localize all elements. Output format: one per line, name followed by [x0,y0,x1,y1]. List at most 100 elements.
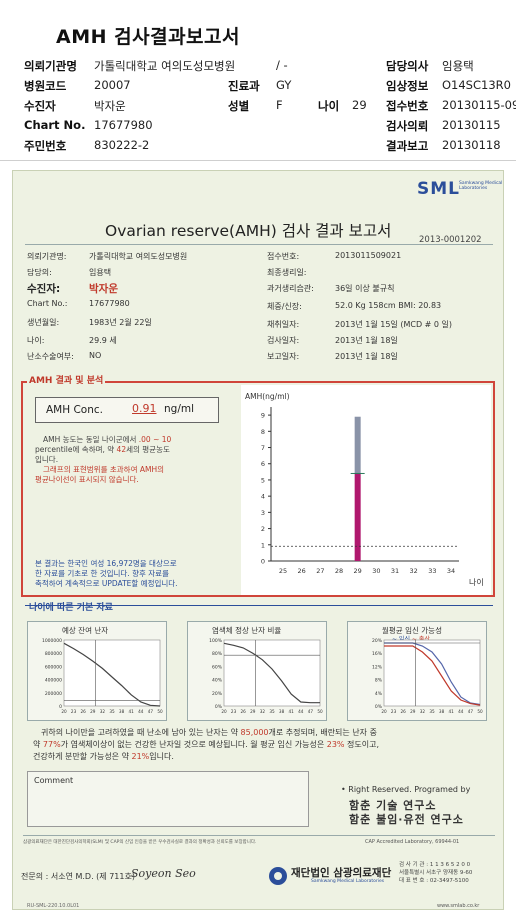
summary-line3: 건강하게 분만할 가능성은 약 21%입니다. [33,751,174,762]
value-department: GY [276,78,292,92]
amh-concentration-box: AMH Conc. 0.91 ng/ml [35,397,219,423]
mini3-legend: ~ 임신 ~ 출산 [392,634,430,643]
rights-text: • Right Reserved. Programed by [341,785,471,794]
amh-note-line1: AMH 농도는 동일 나이군에서 .00 ~ 10 [43,435,171,445]
paper-label-collect: 채취일자: [267,320,300,329]
mini-chart-pregnancy: 월평균 임신 가능성 ~ 임신 ~ 출산 20% 16% 12% 8% 4% 0% 20 23… [347,621,487,721]
lab-name-2: 함춘 불임·유전 연구소 [349,813,464,826]
label-request-date: 검사의뢰 [386,119,429,133]
sum2-b: 77% [42,740,61,749]
scanned-report: SML Samkwang Medical Laboratories Ovaria… [12,170,504,910]
mini1-x-tick-label: 41 [129,709,135,714]
paper-label-birth: 생년월일: [27,318,60,327]
amh-note-line8: 축적하여 계속적으로 UPDATE할 예정입니다. [35,579,178,588]
amh-chart-xlabel: 나이 [469,577,484,587]
note1-a: AMH 농도는 동일 나이군에서 [43,435,139,444]
label-institution: 의뢰기관명 [24,59,77,73]
mini3-y-tick-label: 16% [372,651,383,657]
mini2-plot-area [223,639,321,707]
document-number: 2013-0001202 [419,235,482,245]
contact-line1: 검 사 기 관 : 1 1 3 6 5 2 0 0 [399,862,471,868]
paper-value-birth: 1983년 2월 22일 [89,318,152,327]
paper-title: Ovarian reserve(AMH) 검사 결과 보고서 [105,222,392,240]
footer-rule [23,835,495,836]
amh-result-box [21,381,495,597]
label-clinical-info: 임상정보 [386,79,429,93]
summary-line2: 약 77%가 염색체이상이 없는 건강한 난자일 것으로 예상됩니다. 월 평균… [33,739,379,750]
mini2-y-tick-label: 100% [209,638,223,644]
mini1-y-tick-label: 0 [59,704,62,710]
paper-value-receipt: 2013011509021 [335,251,402,260]
mini1-title: 예상 잔여 난자 [62,626,109,635]
header-divider [0,160,516,161]
mini3-x-tick-label: 38 [439,709,445,714]
amh-x-tick-label: 25 [279,567,287,575]
sml-logo-subtitle: Samkwang Medical Laboratories [459,181,503,191]
amh-x-tick-label: 34 [447,567,455,575]
mini3-x-tick-label: 29 [410,709,416,714]
mini3-x-tick-label: 50 [477,709,483,714]
contact-line2: 서울특별시 서초구 양재동 9-60 [399,870,473,876]
mini3-series-line [384,645,481,706]
label-hospital-code: 병원코드 [24,79,67,93]
mini3-x-tick-label: 41 [449,709,455,714]
mini2-y-tick-label: 0% [215,704,223,710]
sml-logo: SML [417,179,460,199]
mini1-y-tick-label: 1000000 [42,638,62,644]
foundation-name-en: Samkwang Medical Laboratories [311,879,385,884]
specialist: 전문의 : 서소연 M.D. (제 711호) [21,872,135,881]
amh-x-tick-label: 33 [428,567,436,575]
paper-value-doctor: 임용택 [89,268,112,277]
mini1-y-tick-label: 600000 [45,664,62,670]
amh-x-tick-label: 32 [410,567,418,575]
amh-y-tick-label: 4 [261,493,265,501]
foundation-logo-icon [269,867,287,885]
mini2-x-tick-label: 41 [289,709,295,714]
amh-x-tick-label: 30 [372,567,380,575]
amh-x-tick-label: 28 [335,567,343,575]
mini2-x-tick-label: 29 [250,709,256,714]
paper-value-institution: 가톨릭대학교 여의도성모병원 [89,252,188,261]
mini1-x-tick-label: 23 [71,709,77,714]
paper-label-age: 나이: [27,336,45,345]
mini3-title: 월평균 임신 가능성 [382,626,442,635]
paper-value-age: 29.9 세 [89,336,117,345]
paper-value-collect: 2013년 1월 15일 (MCD # 0 일) [335,320,453,329]
amh-note-line7: 한 자료를 기초로 한 것입니다. 향후 자료를 [35,569,169,578]
mini2-y-tick-label: 60% [212,664,223,670]
mini2-y-tick-label: 20% [212,691,223,697]
paper-label-doctor: 담당의: [27,268,52,277]
amh-x-tick-label: 29 [354,567,362,575]
value-patient: 박자운 [94,99,126,113]
value-institution: 가톨릭대학교 여의도성모병원 [94,59,236,73]
paper-label-institution: 의뢰기관명: [27,252,67,261]
sum2-a: 약 [33,740,43,749]
amh-chart-background [241,385,491,595]
header-row-id: 주민번호 830222-2 결과보고 20130118 [0,138,516,158]
value-doctor: 임용택 [442,59,474,73]
cap-accreditation: CAP Accredited Laboratory, 69944-01 [365,839,460,845]
mini3-y-tick-label: 20% [372,638,383,644]
amh-note-line3: 입니다. [35,455,59,464]
mini3-y-tick-label: 12% [372,664,383,670]
amh-note-line4: 그래프의 표현범위를 초과하여 AMH의 [43,465,164,474]
mini3-y-tick-label: 0% [375,704,383,710]
comment-box: Comment [27,771,309,827]
mini-chart-remaining-eggs: 예상 잔여 난자 1000000 800000 600000 400000 200000… [27,621,167,721]
mini3-x-tick-label: 23 [391,709,397,714]
website: www.smlab.co.kr [437,903,480,909]
mini1-x-tick-label: 35 [109,709,115,714]
contact-info: 검 사 기 관 : 1 1 3 6 5 2 0 0 서울특별시 서초구 양재동 … [399,861,472,885]
mini1-x-tick-label: 47 [148,709,154,714]
value-hospital-code: 20007 [94,78,131,92]
mini3-x-tick-label: 20 [381,709,387,714]
paper-value-chart-no: 17677980 [89,299,130,308]
amh-x-tick-label: 27 [316,567,324,575]
amh-bar-lower [354,473,361,561]
sum3-a: 건강하게 분만할 가능성은 약 [33,752,132,761]
mini3-y-tick-label: 4% [375,691,383,697]
summary-line1: 귀하의 나이만을 고려하였을 때 난소에 남아 있는 난자는 약 85,000개… [41,727,377,738]
sum3-b: 21% [131,752,150,761]
amh-y-tick-label: 8 [261,428,265,436]
mini1-plot-area [63,639,161,707]
